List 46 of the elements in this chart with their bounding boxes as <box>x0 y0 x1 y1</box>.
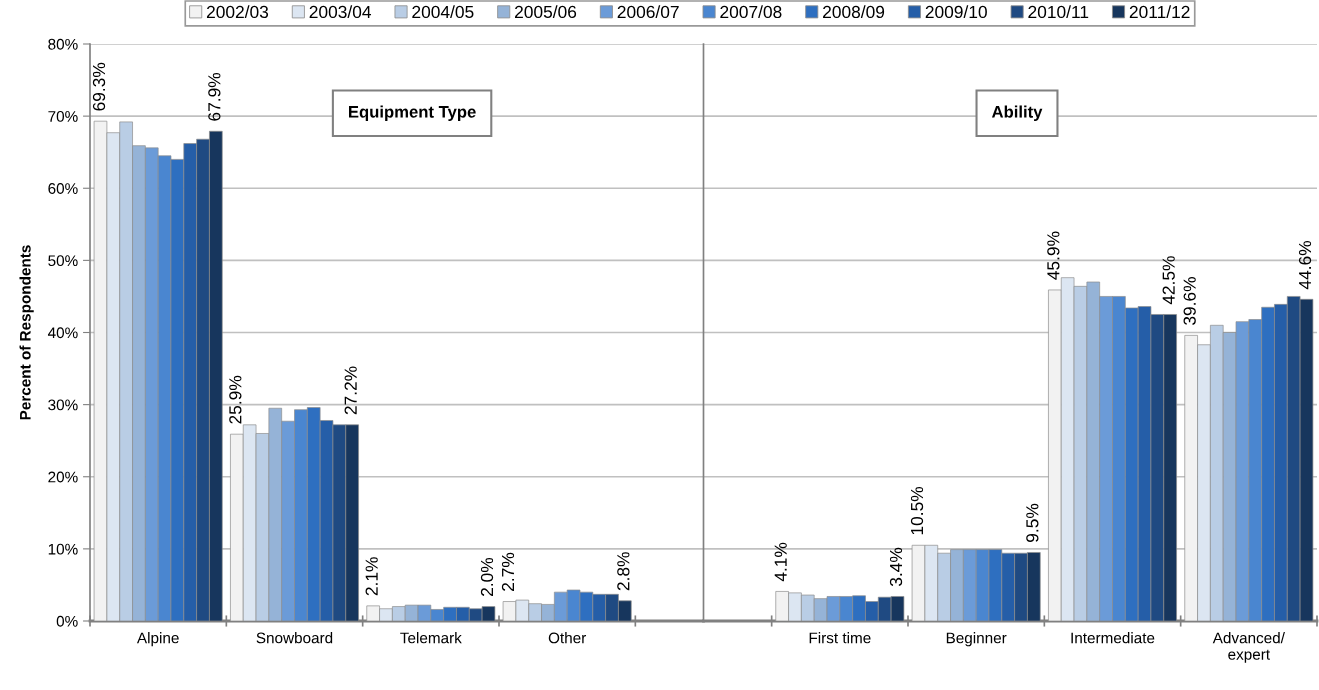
data-label: 9.5% <box>1026 503 1039 542</box>
x-tick-label: Intermediate <box>1071 632 1155 644</box>
data-label: 42.5% <box>1162 256 1175 305</box>
legend-label: 2003/04 <box>309 5 372 19</box>
legend-label: 2010/11 <box>1028 5 1089 19</box>
data-label: 69.3% <box>92 62 106 111</box>
legend-label: 2011/12 <box>1129 5 1190 19</box>
data-label: 2.1% <box>365 557 378 596</box>
x-tick-label: Beginner <box>946 632 1007 647</box>
y-axis-title: Percent of Respondents <box>19 245 34 420</box>
y-tick-label: 10% <box>48 543 78 555</box>
legend-label: 2004/05 <box>412 5 474 19</box>
legend-label: 2008/09 <box>823 5 885 19</box>
data-label: 2.0% <box>480 557 494 596</box>
x-tick-label: Advanced/ expert <box>1212 632 1285 663</box>
legend-label: 2007/08 <box>720 5 782 19</box>
data-label: 4.1% <box>774 542 787 582</box>
x-tick-label: Snowboard <box>256 632 333 644</box>
data-label: 67.9% <box>208 72 221 121</box>
legend-label: 2002/03 <box>206 5 269 19</box>
data-label: 25.9% <box>229 375 242 424</box>
y-tick-label: 30% <box>48 399 78 411</box>
data-label: 39.6% <box>1183 277 1196 325</box>
data-label: 2.8% <box>617 552 630 591</box>
y-tick-label: 50% <box>48 255 78 267</box>
y-tick-label: 80% <box>48 38 78 50</box>
x-tick-label: First time <box>809 632 871 644</box>
data-label: 45.9% <box>1047 231 1060 280</box>
legend-label: 2009/10 <box>925 5 987 19</box>
annotation: Ability <box>991 105 1043 122</box>
data-label: 44.6% <box>1298 240 1312 290</box>
legend-label: 2005/06 <box>515 5 577 19</box>
y-tick-label: 20% <box>48 471 78 483</box>
x-tick-label: Telemark <box>400 632 462 644</box>
data-label: 10.5% <box>910 486 924 535</box>
y-tick-label: 0% <box>56 615 78 627</box>
x-tick-label: Alpine <box>136 632 179 647</box>
legend-label: 2006/07 <box>617 5 679 19</box>
y-tick-label: 60% <box>48 183 78 194</box>
y-tick-label: 40% <box>47 327 78 339</box>
data-label: 27.2% <box>344 366 357 415</box>
annotation: Equipment Type <box>349 105 476 122</box>
x-tick-label: Other <box>548 632 587 644</box>
data-label: 3.4% <box>889 547 903 587</box>
data-label: 2.7% <box>501 552 515 591</box>
y-tick-label: 70% <box>48 110 78 122</box>
